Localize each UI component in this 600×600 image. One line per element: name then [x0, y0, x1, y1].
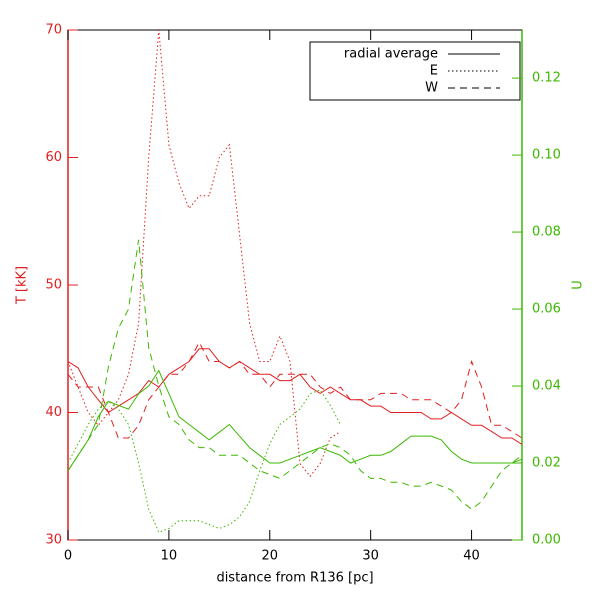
legend-label: E [430, 64, 438, 79]
y-tick-label: 50 [45, 278, 62, 293]
y2-tick-label: 0.02 [532, 456, 561, 471]
y2-tick-label: 0.12 [532, 71, 561, 86]
y2-axis-label: U [571, 280, 586, 290]
y-tick-label: 70 [45, 23, 62, 38]
plot-frame [67, 29, 523, 541]
y-axis-label: T [kK] [15, 266, 30, 305]
y2-tick-label: 0.06 [532, 302, 561, 317]
y2-tick-label: 0.04 [532, 379, 561, 394]
y-tick-label: 40 [45, 405, 62, 420]
series-line [67, 341, 523, 439]
x-tick-label: 20 [262, 549, 279, 564]
y-tick-label: 60 [45, 150, 62, 165]
x-tick-label: 30 [362, 549, 379, 564]
y-tick-label: 30 [45, 533, 62, 548]
legend-label: radial average [344, 47, 438, 62]
series-line [67, 389, 341, 533]
series-line [67, 348, 523, 445]
y2-tick-label: 0.00 [532, 533, 561, 548]
series-line [67, 369, 523, 471]
x-tick-label: 10 [161, 549, 178, 564]
x-axis-label: distance from R136 [pc] [216, 571, 373, 586]
series-line [67, 29, 341, 478]
x-tick-label: 0 [64, 549, 72, 564]
series-line [67, 239, 523, 510]
y2-tick-label: 0.10 [532, 148, 561, 163]
legend-label: W [425, 81, 438, 96]
x-tick-label: 40 [463, 549, 480, 564]
y2-tick-label: 0.08 [532, 225, 561, 240]
